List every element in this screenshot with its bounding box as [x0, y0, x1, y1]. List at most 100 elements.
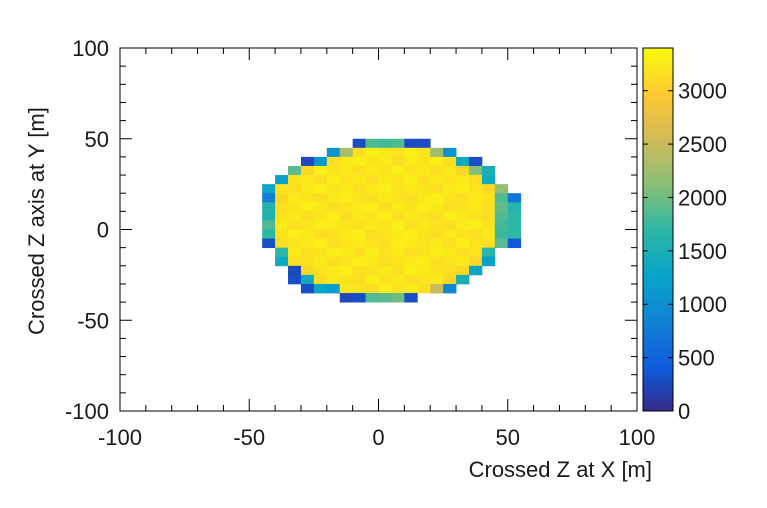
heatmap-cell	[391, 193, 405, 203]
heatmap-cell	[494, 220, 509, 230]
heatmap-cell	[468, 265, 483, 276]
heatmap-cell	[417, 165, 431, 176]
heatmap-cell	[365, 138, 379, 149]
heatmap-cell	[352, 265, 366, 276]
heatmap-cell	[391, 165, 405, 176]
heatmap-cell	[456, 274, 470, 285]
heatmap-cell	[262, 184, 276, 194]
heatmap-cell	[391, 293, 405, 303]
heatmap-cell	[507, 229, 522, 239]
heatmap-cell	[507, 220, 522, 230]
heatmap-cell	[481, 220, 496, 230]
heatmap-cell	[404, 165, 418, 176]
heatmap-cell	[430, 193, 444, 203]
heatmap-cell	[430, 147, 444, 158]
heatmap-cell	[391, 247, 405, 258]
x-tick-label: -100	[98, 425, 142, 450]
heatmap-cell	[430, 283, 444, 294]
heatmap-cell	[313, 274, 328, 285]
heatmap-cell	[275, 256, 289, 267]
heatmap-cell	[430, 156, 444, 167]
heatmap-cell	[288, 256, 302, 267]
heatmap-cell	[443, 211, 457, 221]
heatmap-cell	[352, 202, 366, 212]
heatmap-cell	[339, 147, 354, 158]
heatmap-cell	[352, 193, 366, 203]
heatmap-cell	[404, 220, 418, 230]
heatmap-cell	[404, 293, 418, 303]
heatmap-cell	[300, 202, 315, 212]
heatmap-cell	[300, 211, 315, 221]
heatmap-cell	[468, 220, 483, 230]
heatmap-cell	[365, 220, 379, 230]
heatmap-cell	[378, 165, 392, 176]
heatmap-cell	[456, 256, 470, 267]
heatmap-cell	[365, 265, 379, 276]
heatmap-cell	[468, 202, 483, 212]
heatmap-cell	[300, 229, 315, 239]
heatmap-cell	[481, 211, 496, 221]
heatmap-cell	[288, 238, 302, 249]
heatmap-cell	[378, 156, 392, 167]
heatmap-cell	[378, 175, 392, 185]
heatmap-cell	[494, 238, 509, 249]
heatmap-cell	[430, 274, 444, 285]
heatmap-cell	[326, 274, 341, 285]
heatmap-cell	[378, 147, 392, 158]
heatmap-cell	[417, 211, 431, 221]
heatmap-cell	[481, 202, 496, 212]
heatmap-cell	[365, 256, 379, 267]
colorbar-tick-label: 1000	[678, 292, 727, 317]
heatmap-cell	[339, 283, 354, 294]
heatmap-cell	[456, 184, 470, 194]
heatmap-cell	[365, 165, 379, 176]
heatmap-cell	[275, 238, 289, 249]
heatmap-cell	[430, 202, 444, 212]
heatmap-cell	[339, 175, 354, 185]
heatmap-cell	[300, 175, 315, 185]
heatmap-cell	[391, 256, 405, 267]
heatmap-cell	[288, 202, 302, 212]
heatmap-cell	[288, 211, 302, 221]
heatmap-cell	[352, 138, 366, 149]
heatmap-cell	[404, 193, 418, 203]
heatmap-cell	[417, 156, 431, 167]
heatmap-cell	[313, 211, 328, 221]
heatmap-cell	[262, 229, 276, 239]
heatmap-cell	[430, 184, 444, 194]
heatmap-cell	[468, 229, 483, 239]
heatmap-cell	[352, 165, 366, 176]
heatmap-cell	[443, 274, 457, 285]
heatmap-cell	[365, 193, 379, 203]
heatmap-cell	[378, 274, 392, 285]
heatmap-cell	[365, 293, 379, 303]
heatmap-cell	[430, 247, 444, 258]
y-tick-label: -100	[65, 399, 109, 424]
heatmap-cell	[391, 283, 405, 294]
heatmap-cell	[339, 165, 354, 176]
heatmap-cell	[365, 274, 379, 285]
heatmap-cell	[378, 138, 392, 149]
heatmap-cell	[481, 165, 496, 176]
heatmap-cell	[300, 184, 315, 194]
heatmap-cell	[443, 283, 457, 294]
x-axis-title: Crossed Z at X [m]	[469, 457, 652, 482]
heatmap-cell	[468, 256, 483, 267]
x-tick-label: 0	[372, 425, 384, 450]
heatmap-cell	[378, 211, 392, 221]
heatmap-cell	[417, 202, 431, 212]
heatmap-cell	[507, 193, 522, 203]
heatmap-cell	[456, 265, 470, 276]
heatmap-cell	[456, 165, 470, 176]
heatmap-cell	[481, 175, 496, 185]
heatmap-cell	[391, 274, 405, 285]
heatmap-cell	[378, 247, 392, 258]
heatmap-cell	[300, 220, 315, 230]
heatmap-cell	[417, 220, 431, 230]
heatmap-cell	[326, 220, 341, 230]
heatmap-cell	[339, 247, 354, 258]
heatmap-cell	[326, 265, 341, 276]
x-tick-label: -50	[233, 425, 265, 450]
heatmap-cell	[339, 202, 354, 212]
